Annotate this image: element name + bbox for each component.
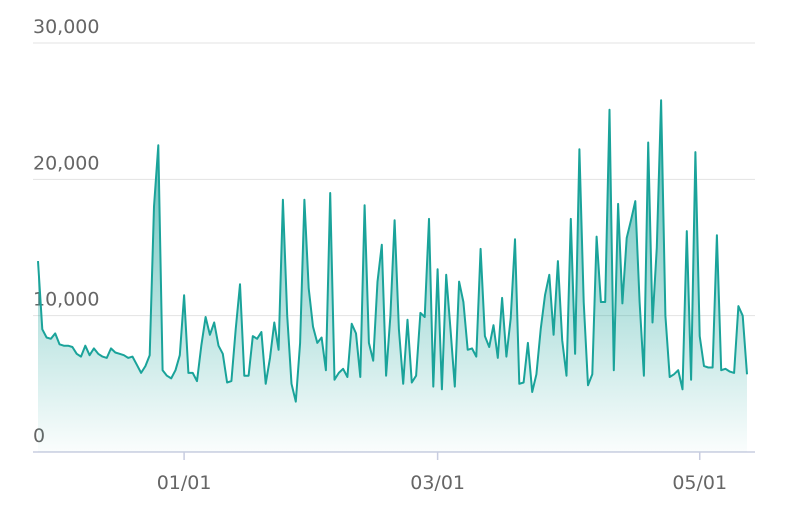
y-tick-label: 20,000 (33, 152, 99, 174)
x-tick-label: 01/01 (157, 472, 212, 494)
line (37, 99, 748, 403)
x-tick-label: 05/01 (672, 472, 727, 494)
y-tick-label: 30,000 (33, 16, 99, 38)
x-tick-label: 03/01 (410, 472, 465, 494)
y-tick-label: 10,000 (33, 289, 99, 311)
